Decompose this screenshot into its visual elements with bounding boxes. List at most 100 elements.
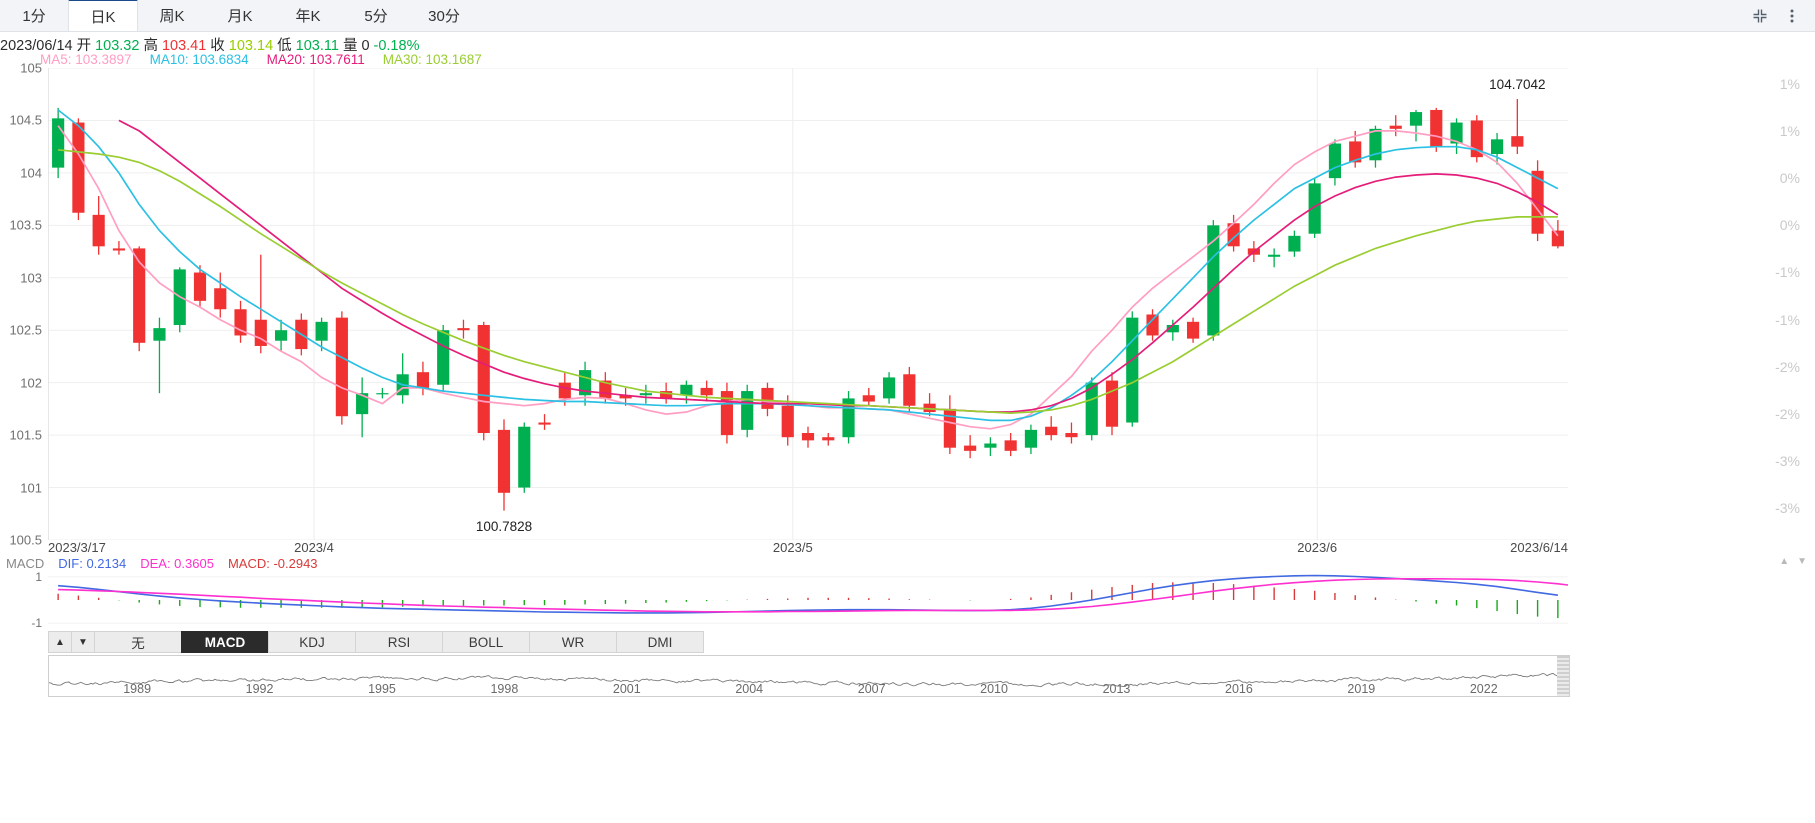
minimap-year-label: 1992 — [245, 682, 274, 696]
macd-line-DIF — [58, 574, 1559, 614]
macd-line-DEA — [58, 578, 1579, 613]
candle — [741, 384, 754, 438]
low-price-annotation: 100.7828 — [475, 518, 533, 534]
price-tick-label: 103.5 — [9, 217, 42, 233]
ma-line-MA20 — [118, 119, 1559, 413]
percent-tick-label: -3% — [1775, 453, 1800, 470]
percent-tick-label: 0% — [1779, 217, 1800, 234]
date-tick-label: 2023/4 — [294, 540, 334, 555]
minimap-year-label: 1995 — [368, 682, 396, 696]
candle — [1186, 317, 1200, 343]
candle — [1045, 416, 1058, 441]
candle — [92, 195, 105, 255]
minimap-resize-handle[interactable] — [1557, 656, 1569, 696]
candle — [1146, 309, 1159, 341]
quote-volume-label: 量 — [342, 38, 358, 54]
plot-frame — [48, 68, 1568, 540]
candle — [862, 387, 875, 406]
percent-tick-label: 0% — [1779, 170, 1800, 186]
indicator-button-WR[interactable]: WR — [529, 631, 616, 653]
candle — [112, 241, 126, 255]
price-tick-label: 102.5 — [9, 322, 42, 338]
candle — [1369, 125, 1382, 168]
quote-open-label: 开 — [76, 38, 92, 54]
candle — [254, 254, 267, 354]
minimap-year-label: 1998 — [490, 682, 519, 696]
indicator-button-MACD[interactable]: MACD — [181, 631, 268, 653]
minimap-year-label: 2013 — [1102, 682, 1131, 696]
macd-svg — [48, 574, 1579, 624]
price-tick-label: 101.5 — [9, 427, 42, 443]
candle — [1288, 230, 1301, 257]
more-vertical-icon[interactable] — [1783, 7, 1801, 25]
tab-1分[interactable]: 1分 — [22, 8, 46, 25]
candle — [1511, 99, 1524, 155]
candle — [153, 317, 166, 394]
minimap-year-label: 2022 — [1469, 682, 1498, 696]
tab-年K[interactable]: 年K — [295, 8, 321, 25]
candle — [193, 265, 207, 308]
candle — [1024, 424, 1038, 454]
candle — [72, 118, 85, 221]
quote-high-label: 高 — [143, 38, 158, 54]
ma-legend: MA5: 103.3897 MA10: 103.6834 MA20: 103.761… — [40, 52, 500, 67]
quote-header: 2023/06/14 开 103.32 高 103.41 收 103.14 低 103.11 量 0… — [0, 34, 423, 55]
price-tick-label: 105 — [20, 60, 42, 76]
tab-30分[interactable]: 30分 — [428, 8, 460, 25]
candle — [923, 393, 936, 417]
triangle-up-icon[interactable]: ▲ — [48, 631, 71, 653]
price-tick-label: 103 — [20, 270, 42, 286]
macd-tick-label: 1 — [35, 569, 42, 584]
tab-日K[interactable]: 日K — [68, 0, 138, 31]
candle — [1551, 220, 1564, 249]
quote-volume-value: 0 — [361, 38, 370, 54]
indicator-button-RSI[interactable]: RSI — [355, 631, 442, 653]
indicator-button-KDJ[interactable]: KDJ — [268, 631, 355, 653]
price-tick-label: 104.5 — [9, 112, 42, 128]
triangle-down-icon[interactable]: ▼ — [71, 631, 94, 653]
candle — [315, 317, 328, 352]
candle — [376, 387, 389, 399]
percent-tick-label: -2% — [1775, 406, 1800, 422]
candle — [822, 433, 835, 446]
candle — [984, 437, 997, 457]
date-tick-label: 2023/5 — [772, 540, 813, 555]
price-tick-label: 102 — [20, 375, 42, 391]
tab-周K[interactable]: 周K — [159, 8, 185, 25]
macd-plot[interactable] — [48, 570, 1579, 630]
indicator-button-DMI[interactable]: DMI — [616, 631, 704, 653]
triangle-up-small-icon: ▲ — [1779, 556, 1790, 567]
candle — [274, 319, 288, 352]
percent-tick-label: -1% — [1775, 311, 1800, 328]
tab-月K[interactable]: 月K — [227, 8, 253, 25]
macd-y-axis: 1 -1 — [0, 570, 48, 630]
candle — [1389, 115, 1402, 137]
percent-tick-label: -1% — [1775, 264, 1800, 281]
macd-title: MACD — [6, 556, 45, 571]
percent-y-axis: 1% 1% 0% 0% -1% -1% -2% -2% -3% -3% — [1650, 68, 1810, 540]
quote-change-pct: -0.18% — [373, 38, 420, 54]
indicator-button-BOLL[interactable]: BOLL — [442, 631, 529, 653]
percent-tick-label: -3% — [1775, 500, 1800, 517]
candlestick-plot[interactable]: 104.7042 100.7828 — [48, 67, 1568, 541]
tab-5分[interactable]: 5分 — [364, 8, 388, 25]
indicator-button-无[interactable]: 无 — [94, 631, 181, 653]
tabbar-actions — [1751, 0, 1815, 31]
candle — [1409, 109, 1423, 142]
range-minimap[interactable]: 1989 1992 1995 1998 2001 2004 2007 2010 2013 2016… — [48, 655, 1570, 697]
candle — [801, 426, 815, 448]
ma30-legend: MA30: 103.1687 — [382, 52, 482, 67]
fullscreen-collapse-icon[interactable] — [1751, 7, 1769, 25]
macd-tick-label: -1 — [31, 616, 42, 631]
indicator-toolbar: ▲ ▼ 无 MACD KDJ RSI BOLL WR DMI — [48, 631, 1568, 653]
date-x-axis: 2023/3/17 2023/4 2023/5 2023/6 2023/6/14 — [0, 540, 1815, 562]
quote-close-value: 103.14 — [228, 38, 274, 54]
candle — [639, 384, 652, 404]
candle — [1166, 319, 1179, 341]
quote-low-label: 低 — [277, 38, 292, 54]
minimap-year-label: 2016 — [1225, 682, 1253, 696]
macd-dea: DEA: 0.3605 — [140, 556, 214, 571]
percent-tick-label: -2% — [1775, 358, 1800, 375]
candle — [1490, 133, 1504, 165]
macd-legend: MACD DIF: 0.2134 DEA: 0.3605 MACD: -0.2943 — [6, 556, 332, 571]
